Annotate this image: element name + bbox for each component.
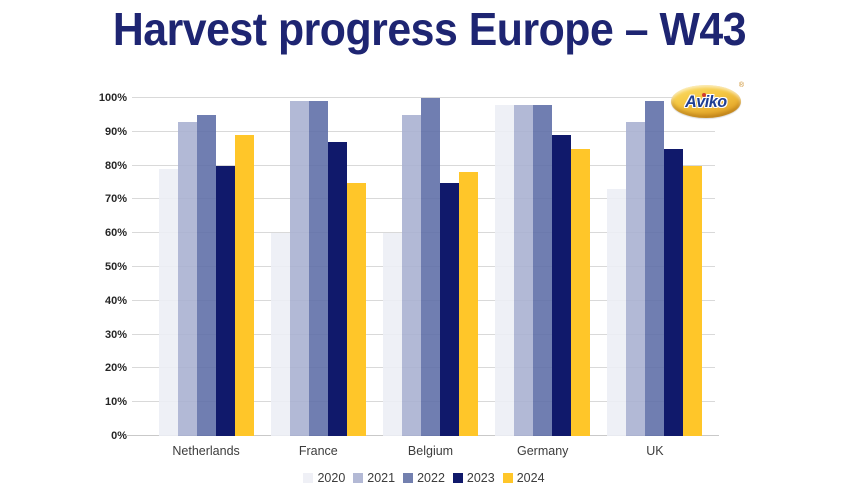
bar-2021-Germany bbox=[514, 104, 534, 436]
y-tick-label-80%: 80% bbox=[104, 159, 127, 172]
legend-label-2024: 2024 bbox=[516, 471, 545, 485]
bar-2022-Belgium bbox=[421, 98, 440, 436]
bar-2022-Germany bbox=[533, 104, 553, 436]
category-label-Germany: Germany bbox=[517, 444, 569, 458]
aviko-logo-text: Aviko bbox=[685, 91, 727, 111]
legend-item-2021: 2021 bbox=[353, 471, 395, 485]
bar-group-Netherlands bbox=[150, 98, 262, 436]
y-tick-label-100%: 100% bbox=[98, 92, 127, 104]
category-label-Netherlands: Netherlands bbox=[172, 444, 240, 458]
y-tick-label-20%: 20% bbox=[104, 362, 127, 375]
y-tick-label-50%: 50% bbox=[104, 261, 127, 273]
registered-mark: ® bbox=[738, 82, 744, 89]
y-axis: 0% 10% 20% 30% 40% 50% 60% 70% 80% 90% 100% bbox=[87, 92, 127, 442]
bar-groups-row bbox=[132, 98, 715, 436]
legend-label-2022: 2022 bbox=[417, 471, 445, 485]
gridline-100% bbox=[132, 97, 715, 98]
bar-2024-Netherlands bbox=[234, 135, 254, 436]
legend-item-2022: 2022 bbox=[403, 471, 445, 485]
bar-group-Germany bbox=[487, 98, 599, 436]
y-tick-label-70%: 70% bbox=[104, 193, 127, 206]
bar-2020-France bbox=[270, 233, 290, 436]
bar-2022-France bbox=[308, 101, 328, 436]
page-title-text: Harvest progress Europe – W43 bbox=[112, 3, 746, 55]
bar-group-UK bbox=[599, 98, 711, 436]
legend-swatch-2021 bbox=[353, 473, 364, 483]
legend-swatch-2020 bbox=[303, 473, 314, 483]
legend-swatch-2024 bbox=[502, 473, 513, 483]
bar-group-Belgium bbox=[374, 98, 486, 436]
bar-2023-Germany bbox=[552, 135, 572, 436]
legend-label-2020: 2020 bbox=[317, 471, 346, 485]
y-tick-label-30%: 30% bbox=[104, 328, 127, 341]
y-tick-label-0%: 0% bbox=[111, 430, 127, 442]
bar-2020-Germany bbox=[495, 104, 515, 436]
bar-group-France bbox=[262, 98, 374, 436]
y-tick-label-10%: 10% bbox=[104, 396, 127, 409]
bar-2020-UK bbox=[607, 189, 627, 436]
bar-2023-UK bbox=[664, 148, 684, 436]
legend-swatch-2022 bbox=[403, 473, 414, 483]
bar-2021-France bbox=[289, 101, 309, 436]
bar-2023-Belgium bbox=[440, 182, 459, 436]
legend-item-2024: 2024 bbox=[502, 471, 545, 485]
page-title: Harvest progress Europe – W43 bbox=[0, 0, 858, 58]
category-label-UK: UK bbox=[646, 444, 664, 458]
legend-item-2020: 2020 bbox=[303, 471, 345, 485]
plot-area bbox=[126, 97, 719, 436]
bar-2022-Netherlands bbox=[196, 114, 216, 436]
category-label-Belgium: Belgium bbox=[407, 444, 454, 458]
x-axis: Netherlands France Belgium Germany UK bbox=[132, 444, 715, 458]
bar-2024-UK bbox=[683, 165, 703, 436]
bar-2022-UK bbox=[645, 101, 665, 436]
y-tick-label-60%: 60% bbox=[104, 227, 127, 240]
bar-2024-Belgium bbox=[459, 172, 478, 436]
legend-item-2023: 2023 bbox=[452, 471, 495, 485]
bar-2020-Belgium bbox=[383, 233, 402, 436]
y-tick-label-90%: 90% bbox=[104, 125, 127, 138]
aviko-i-dot-icon bbox=[702, 93, 706, 97]
legend-label-2021: 2021 bbox=[367, 471, 396, 485]
legend-swatch-2023 bbox=[452, 473, 463, 483]
bar-2024-France bbox=[346, 182, 366, 436]
bar-2021-Belgium bbox=[402, 114, 421, 436]
bar-2023-France bbox=[327, 141, 347, 436]
bar-2020-Netherlands bbox=[158, 168, 178, 436]
legend-label-2023: 2023 bbox=[466, 471, 495, 485]
bar-2023-Netherlands bbox=[215, 165, 235, 436]
legend: 2020 2021 2022 2023 2024 bbox=[0, 471, 848, 485]
bar-2024-Germany bbox=[571, 148, 591, 436]
aviko-logo: Aviko ® bbox=[671, 82, 744, 118]
bar-2021-UK bbox=[626, 121, 646, 436]
category-label-France: France bbox=[298, 444, 338, 458]
y-tick-label-40%: 40% bbox=[104, 294, 127, 307]
bar-2021-Netherlands bbox=[177, 121, 197, 436]
